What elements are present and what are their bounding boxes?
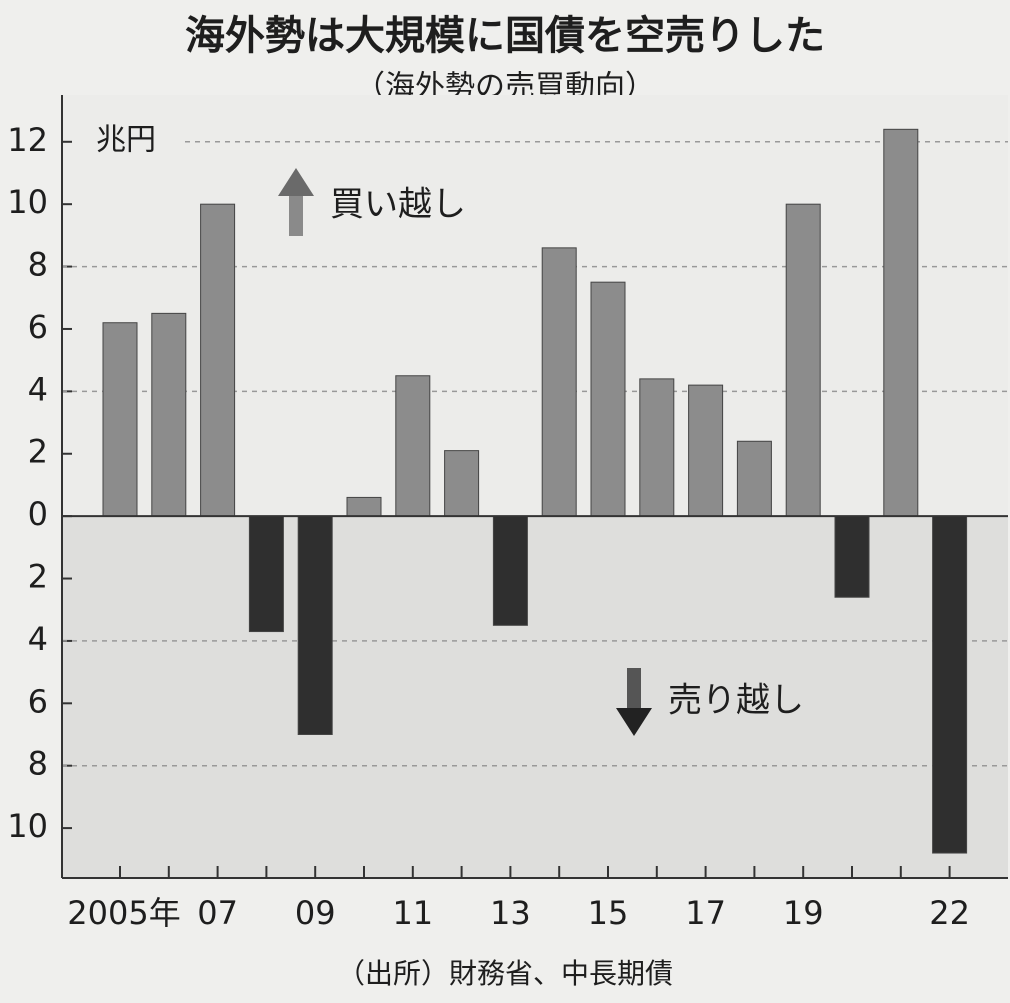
y-tick-label: 12 [7, 121, 48, 159]
x-tick-label: 07 [197, 894, 238, 932]
bar [151, 312, 187, 517]
plot: 10 8 6 4 2 0 2 4 6 8 10 12 2005年 07 09 11 13 15 17 19 22 [7, 95, 1008, 932]
bar [785, 203, 821, 517]
bar [590, 281, 626, 517]
y-tick-label: 2 [28, 433, 48, 471]
annotation-sell: 売り越し [668, 681, 804, 721]
x-tick-label: 17 [685, 894, 726, 932]
x-tick-label: 22 [929, 894, 970, 932]
bar [492, 515, 528, 626]
bar [541, 247, 577, 517]
x-tick-label: 11 [392, 894, 433, 932]
y-tick-label: 6 [28, 308, 48, 346]
bar [248, 515, 284, 633]
x-tick-label: 19 [783, 894, 824, 932]
y-tick-label: 0 [28, 495, 48, 533]
up-arrow [278, 168, 314, 236]
source: （出所）財務省、中長期債 [337, 957, 673, 990]
bar [688, 384, 724, 517]
unit-label: 兆円 [96, 123, 156, 158]
bar [883, 128, 919, 517]
x-tick-label: 09 [295, 894, 336, 932]
bar [200, 203, 236, 517]
bar [444, 450, 480, 517]
y-tick-label: 8 [28, 246, 48, 284]
chart-title: 海外勢は大規模に国債を空売りした [185, 13, 825, 59]
y-tick-label: 8 [28, 745, 48, 783]
bar [395, 375, 431, 517]
x-tick-label: 2005年 [67, 894, 180, 932]
bar [834, 515, 870, 598]
annotation-buy: 買い越し [330, 185, 466, 225]
x-tick-label: 15 [588, 894, 629, 932]
bar [932, 515, 968, 854]
y-tick-label: 6 [28, 682, 48, 720]
bar [102, 322, 138, 517]
y-tick-label: 4 [28, 620, 48, 658]
down-arrow [616, 668, 652, 736]
y-tick-label: 4 [28, 370, 48, 408]
y-tick-label: 10 [7, 183, 48, 221]
y-tick-label: 2 [28, 558, 48, 596]
bar [297, 515, 333, 736]
x-tick-label: 13 [490, 894, 531, 932]
y-tick-label: 10 [7, 807, 48, 845]
bar [346, 496, 382, 517]
bar [736, 440, 772, 517]
bar [639, 378, 675, 517]
